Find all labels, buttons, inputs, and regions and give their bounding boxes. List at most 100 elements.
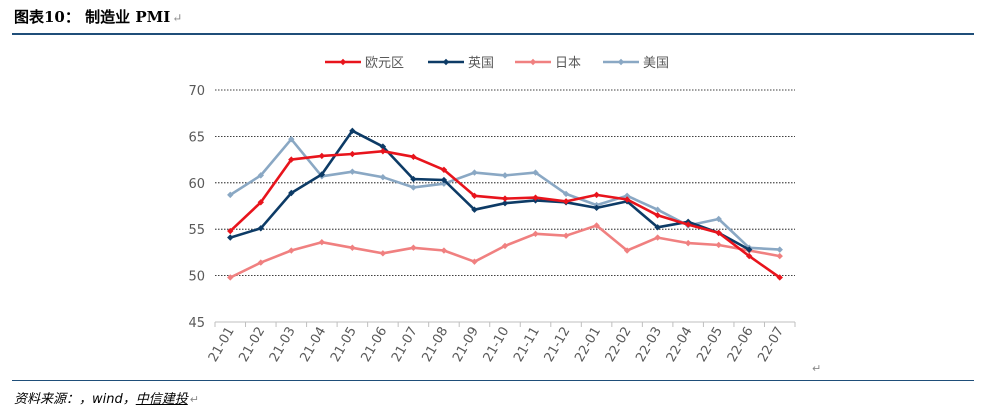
- data-point: [410, 153, 417, 161]
- data-point: [379, 143, 387, 150]
- data-point: [471, 192, 478, 199]
- data-point: [349, 150, 356, 158]
- data-point: [440, 247, 448, 254]
- y-tick-label: 50: [188, 270, 205, 285]
- data-point: [532, 230, 539, 238]
- y-tick-label: 60: [188, 177, 205, 192]
- data-point: [654, 212, 661, 219]
- data-point: [349, 127, 356, 135]
- data-point: [349, 244, 356, 251]
- data-point: [288, 156, 295, 163]
- x-tick-label: 21-02: [236, 325, 268, 365]
- figure-title: 图表10： 制造业 PMI ↵: [14, 6, 182, 27]
- y-tick-label: 70: [188, 84, 205, 99]
- data-point: [654, 234, 661, 241]
- legend-marker: [442, 58, 450, 66]
- data-point: [410, 244, 417, 251]
- data-point: [623, 192, 631, 199]
- series-line: [229, 224, 780, 279]
- data-point: [471, 206, 478, 213]
- x-tick-label: 22-03: [633, 325, 665, 365]
- x-tick-label: 22-07: [755, 325, 787, 365]
- data-point: [654, 224, 661, 231]
- return-mark: ↵: [172, 11, 183, 25]
- x-tick-label: 21-04: [297, 325, 329, 365]
- data-point: [684, 221, 692, 228]
- data-point: [562, 198, 570, 205]
- x-tick-label: 21-12: [542, 325, 574, 365]
- data-point: [715, 229, 722, 237]
- source-note: 资料来源：，wind，中信建投 ↵: [14, 388, 199, 407]
- data-point: [501, 200, 509, 207]
- data-point: [471, 258, 478, 265]
- data-point: [532, 169, 539, 176]
- data-point: [349, 168, 356, 175]
- data-point: [501, 195, 509, 202]
- data-point: [257, 199, 264, 206]
- x-tick-label: 22-05: [694, 325, 726, 365]
- x-tick-label: 22-02: [603, 325, 635, 365]
- source-prefix: 资料来源：，wind，: [14, 392, 136, 407]
- legend-marker: [617, 58, 625, 66]
- x-tick-label: 21-07: [389, 325, 421, 365]
- y-tick-label: 65: [188, 130, 205, 145]
- data-point: [776, 252, 783, 260]
- x-tick-label: 21-09: [450, 325, 482, 365]
- data-point: [379, 250, 387, 257]
- data-point: [440, 180, 448, 187]
- data-point: [562, 190, 570, 198]
- bottom-rule: [12, 380, 974, 381]
- data-point: [410, 175, 417, 183]
- figure-title-text: 图表10： 制造业 PMI: [14, 8, 171, 26]
- data-point: [227, 227, 234, 235]
- data-point: [288, 135, 295, 143]
- data-point: [440, 176, 448, 184]
- data-point: [593, 222, 600, 229]
- y-tick-label: 55: [188, 223, 205, 238]
- x-tick-label: 21-05: [328, 325, 360, 365]
- top-rule: [12, 33, 974, 35]
- legend-label: 日本: [555, 56, 581, 71]
- legend-label: 欧元区: [365, 56, 404, 71]
- data-point: [684, 239, 692, 247]
- data-point: [776, 246, 783, 253]
- x-tick-label: 21-06: [358, 325, 390, 365]
- data-point: [318, 238, 326, 246]
- legend-label: 美国: [643, 56, 669, 71]
- data-point: [623, 196, 631, 203]
- data-point: [318, 171, 326, 178]
- data-point: [318, 152, 326, 160]
- data-point: [776, 274, 783, 281]
- data-point: [379, 148, 387, 155]
- data-point: [593, 204, 600, 212]
- data-point: [227, 191, 234, 199]
- data-point: [532, 194, 539, 201]
- series-line: [229, 129, 750, 251]
- chart-return-mark: ↵: [812, 362, 822, 375]
- data-point: [623, 247, 631, 254]
- data-point: [562, 232, 570, 239]
- data-point: [257, 172, 264, 179]
- source-org: 中信建投: [135, 392, 188, 407]
- data-point: [410, 184, 417, 191]
- data-point: [288, 247, 295, 254]
- data-point: [257, 259, 264, 266]
- data-point: [288, 189, 295, 197]
- data-point: [227, 234, 234, 241]
- data-point: [715, 241, 722, 249]
- data-point: [501, 172, 509, 179]
- legend-marker: [529, 58, 537, 66]
- x-tick-label: 21-03: [267, 325, 299, 365]
- source-return-mark: ↵: [189, 393, 199, 406]
- data-point: [746, 252, 753, 260]
- data-point: [501, 242, 509, 250]
- series-line: [229, 149, 781, 279]
- data-point: [379, 174, 387, 181]
- x-tick-label: 21-10: [481, 325, 513, 365]
- data-point: [654, 206, 661, 213]
- x-tick-label: 22-06: [725, 325, 757, 365]
- legend-marker: [339, 58, 347, 66]
- data-point: [227, 274, 234, 281]
- legend-label: 英国: [468, 56, 494, 71]
